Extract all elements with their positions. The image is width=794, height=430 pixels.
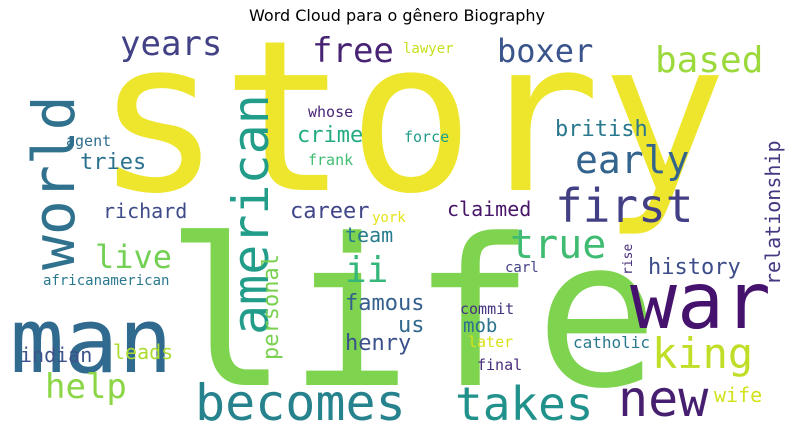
word-frank: frank [308,151,353,169]
word-american: american [222,94,280,335]
word-free: free [312,31,394,71]
word-henry: henry [345,331,411,356]
word-new: new [618,370,709,428]
word-force: force [404,128,449,146]
word-war: war [630,257,771,347]
word-takes: takes [455,377,593,430]
word-ii: ii [345,250,388,291]
word-becomes: becomes [195,374,406,430]
word-indian: indian [20,343,92,367]
word-first: first [555,179,693,233]
word-boxer: boxer [497,32,593,70]
word-team: team [345,223,393,247]
word-years: years [120,24,222,64]
word-story: story [95,0,727,240]
word-york: york [372,210,406,226]
word-early: early [575,138,689,182]
word-man: man [10,289,173,394]
word-personal: personal [259,254,284,360]
chart-title: Word Cloud para o gênero Biography [249,6,545,25]
word-carl: carl [505,260,539,276]
word-commit: commit [460,300,514,318]
word-tries: tries [80,150,146,175]
word-based: based [655,40,763,81]
word-life: life [165,196,659,430]
word-us: us [398,313,425,338]
word-wife: wife [714,383,762,407]
word-world: world [20,95,88,270]
word-agent: agent [66,132,111,150]
word-true: true [510,222,606,268]
word-history: history [648,255,741,280]
word-crime: crime [297,123,363,148]
word-whose: whose [308,103,353,121]
word-catholic: catholic [573,333,650,352]
word-lawyer: lawyer [403,41,454,57]
word-famous: famous [345,291,424,316]
word-rise: rise [621,244,636,275]
word-later: later [468,333,513,351]
word-africanamerican: africanamerican [43,273,169,289]
word-claimed: claimed [447,197,531,221]
word-career: career [290,199,369,224]
word-richard: richard [103,199,187,223]
word-king: king [652,329,753,378]
word-final: final [477,356,522,374]
word-relationship: relationship [761,141,785,286]
word-british: british [555,117,648,142]
word-mob: mob [463,315,497,337]
word-live: live [95,238,172,276]
word-leads: leads [113,340,173,364]
word-help: help [45,367,127,407]
